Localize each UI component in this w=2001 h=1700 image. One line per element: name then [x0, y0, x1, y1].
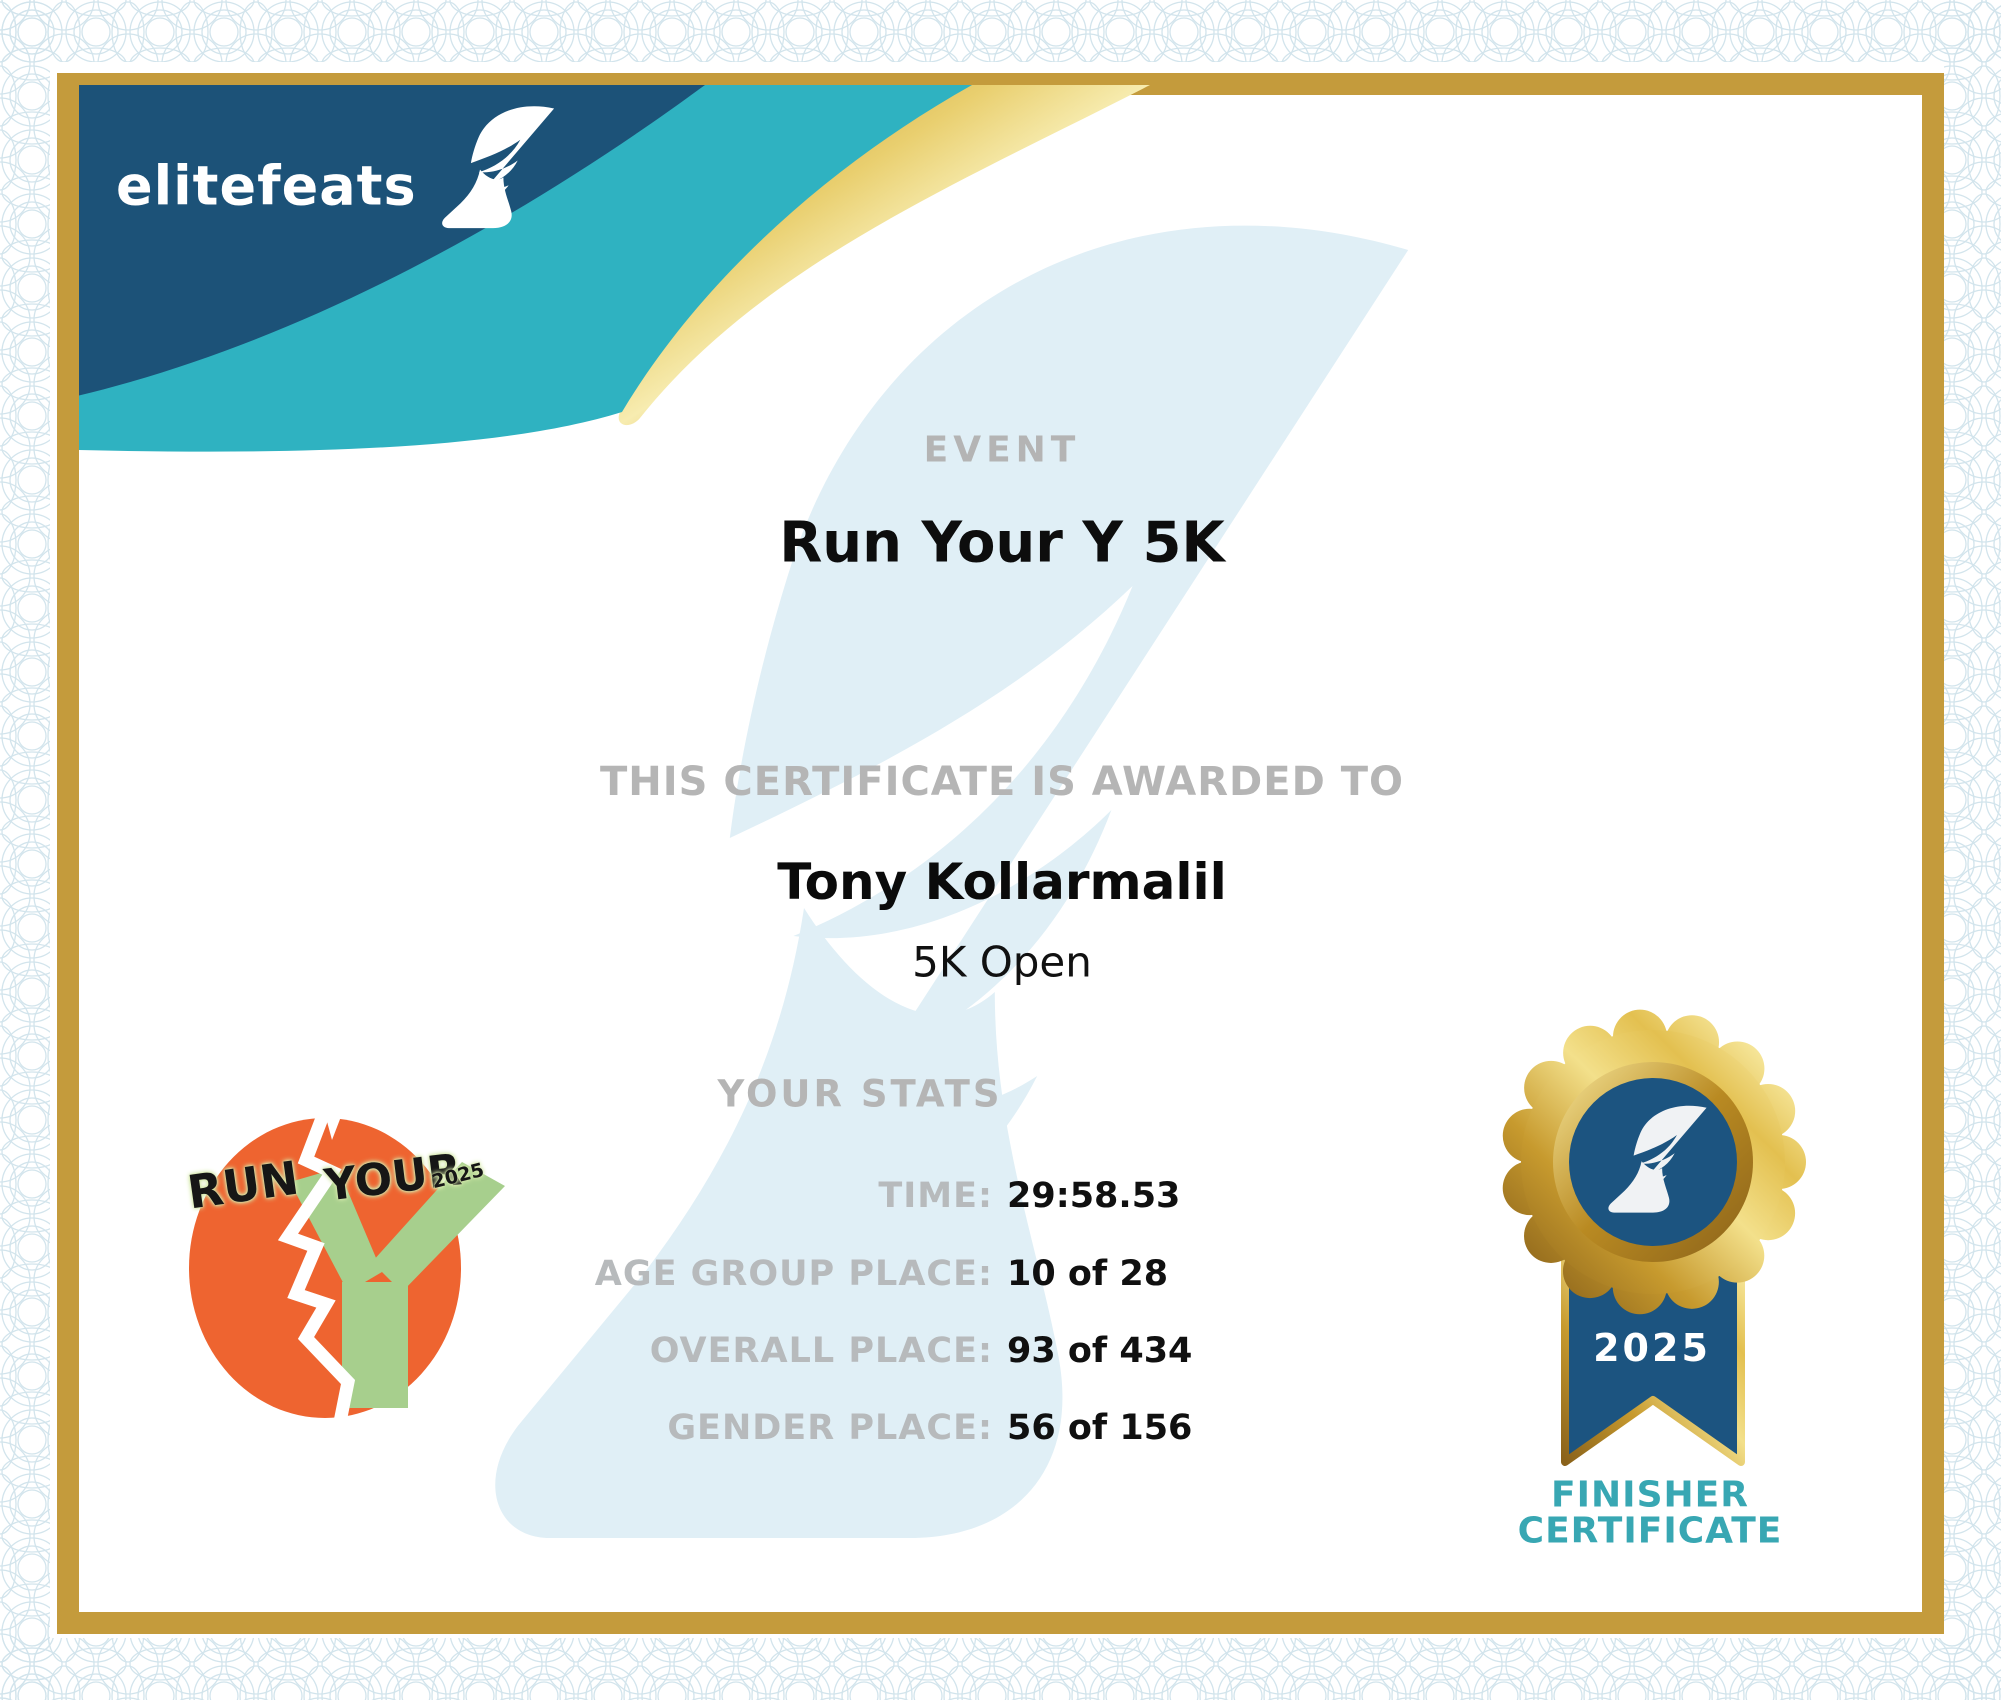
your-stats-heading: YOUR STATS — [717, 1072, 1003, 1116]
stat-value-time: 29:58.53 — [1007, 1176, 1181, 1216]
stat-value-overall-place: 93 of 434 — [1007, 1331, 1193, 1371]
event-logo — [189, 1088, 505, 1444]
event-name: Run Your Y 5K — [779, 510, 1225, 576]
recipient-name: Tony Kollarmalil — [777, 853, 1227, 911]
finisher-caption-line2: CERTIFICATE — [1517, 1510, 1783, 1552]
finisher-medal — [1500, 1009, 1806, 1466]
brand-logo-text: elitefeats — [116, 154, 417, 218]
division-name: 5K Open — [912, 937, 1092, 987]
stat-value-age-group-place: 10 of 28 — [1007, 1254, 1169, 1294]
finisher-caption-line1: FINISHER — [1551, 1474, 1749, 1516]
stat-value-gender-place: 56 of 156 — [1007, 1408, 1193, 1448]
medal-year: 2025 — [1593, 1326, 1711, 1370]
header-swoosh — [79, 85, 1150, 452]
event-logo-crack — [277, 1089, 356, 1444]
swoosh-gold-ribbon — [618, 85, 1150, 426]
event-logo-y-shape — [290, 1162, 505, 1408]
gold-frame — [57, 73, 1944, 1634]
awarded-to-label: THIS CERTIFICATE IS AWARDED TO — [600, 759, 1404, 805]
event-label: EVENT — [923, 429, 1081, 471]
stat-label-overall-place: OVERALL PLACE: — [649, 1331, 993, 1371]
stat-label-time: TIME: — [878, 1176, 993, 1216]
swoosh-navy — [79, 85, 705, 396]
stat-label-gender-place: GENDER PLACE: — [667, 1408, 993, 1448]
stat-label-age-group-place: AGE GROUP PLACE: — [594, 1254, 993, 1294]
